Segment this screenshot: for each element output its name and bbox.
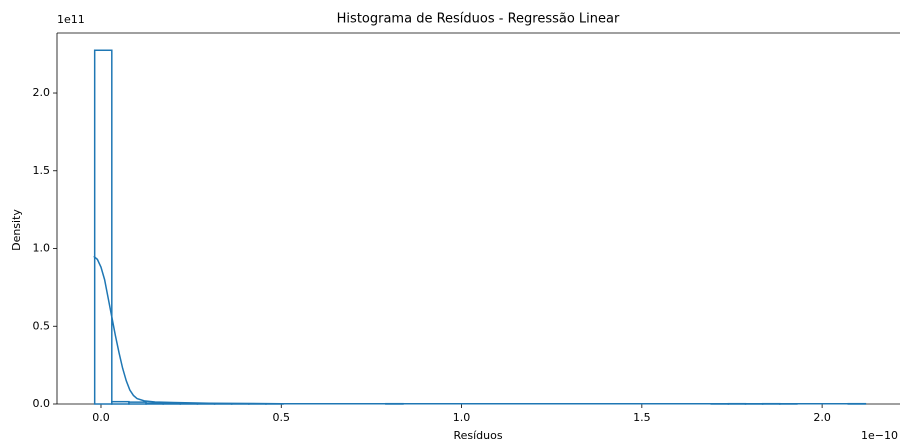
histogram-bin bbox=[145, 402, 164, 405]
y-tick-label: 2.0 bbox=[33, 86, 51, 99]
y-offset-label: 1e11 bbox=[57, 13, 85, 26]
x-axis-label: Resíduos bbox=[453, 429, 502, 442]
histogram-bin bbox=[128, 401, 147, 405]
y-tick-label: 1.5 bbox=[33, 164, 51, 177]
y-tick-label: 1.0 bbox=[33, 242, 51, 255]
y-tick-label: 0.5 bbox=[33, 319, 51, 332]
y-tick-label: 0.0 bbox=[33, 397, 51, 410]
x-offset-label: 1e−10 bbox=[861, 429, 898, 442]
x-tick-label: 0.0 bbox=[92, 411, 110, 424]
chart-title: Histograma de Resíduos - Regressão Linea… bbox=[337, 12, 620, 27]
x-tick-label: 2.0 bbox=[813, 411, 831, 424]
x-tick-label: 0.5 bbox=[273, 411, 291, 424]
x-tick-label: 1.5 bbox=[633, 411, 651, 424]
histogram-bin bbox=[162, 402, 182, 405]
y-axis-label: Density bbox=[10, 209, 23, 251]
x-tick-label: 1.0 bbox=[453, 411, 471, 424]
histogram-bin bbox=[93, 49, 113, 405]
histogram-bin bbox=[111, 400, 130, 405]
kde-line bbox=[93, 255, 866, 405]
